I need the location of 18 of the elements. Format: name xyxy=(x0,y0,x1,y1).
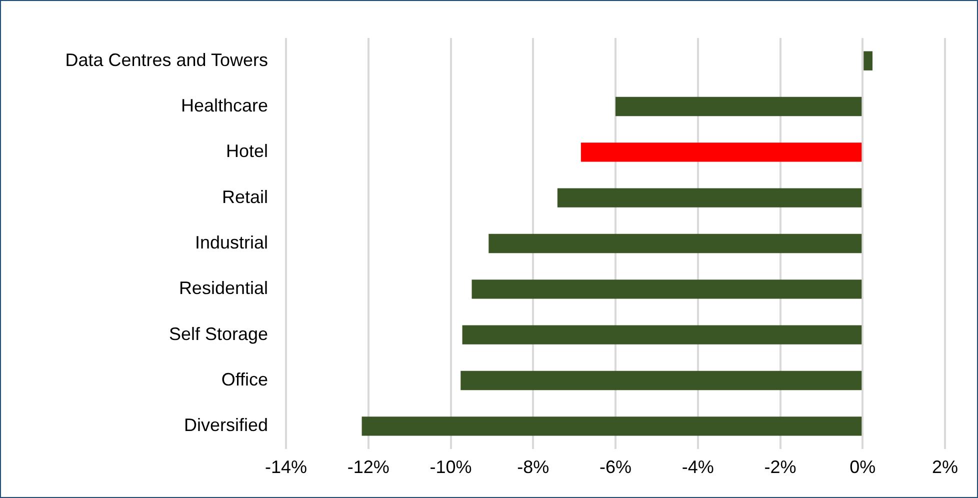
x-tick-label: -12% xyxy=(347,456,390,477)
y-tick-label: Retail xyxy=(222,186,268,207)
x-tick-label: -6% xyxy=(599,456,632,477)
x-tick-label: -4% xyxy=(682,456,714,477)
y-tick-label: Hotel xyxy=(226,141,268,162)
y-tick-label: Office xyxy=(221,369,268,390)
y-tick-label: Residential xyxy=(178,278,268,298)
x-tick-label: -14% xyxy=(264,456,308,477)
y-tick-label: Self Storage xyxy=(168,324,268,344)
y-tick-label: Healthcare xyxy=(180,95,268,116)
y-tick-label: Data Centres and Towers xyxy=(65,50,268,70)
y-tick-label: Diversified xyxy=(184,415,268,436)
x-tick-label: -8% xyxy=(517,456,550,477)
x-tick-label: -2% xyxy=(764,456,796,477)
x-tick-label: -10% xyxy=(430,456,472,477)
y-tick-label: Industrial xyxy=(194,232,268,252)
x-tick-label: 2% xyxy=(932,456,958,477)
x-tick-label: 0% xyxy=(850,456,876,477)
